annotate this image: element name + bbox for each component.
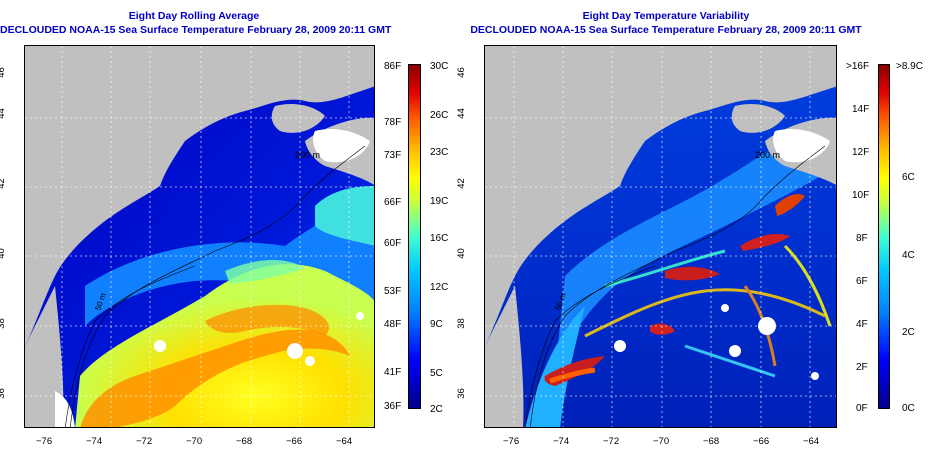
left-lat-tick-46: 46 (0, 67, 7, 78)
left-map-subtitle: DECLOUDED NOAA-15 Sea Surface Temperatur… (0, 24, 392, 36)
right-map-title: Eight Day Temperature Variability (582, 10, 750, 22)
left-cbar-c-8: 2C (430, 404, 443, 415)
right-lat-tick-44: 44 (455, 108, 467, 119)
right-cbar-f-5: 6F (856, 276, 868, 287)
left-cbar-c-0: 30C (430, 61, 449, 72)
left-map-title: Eight Day Rolling Average (128, 10, 260, 22)
right-lat-tick-38: 38 (455, 318, 467, 329)
right-cbar-c-0: >8.9C (896, 61, 923, 72)
left-lon-tick-70: −70 (186, 436, 203, 447)
right-cbar-f-0: >16F (846, 61, 870, 72)
left-lat-tick-36: 36 (0, 388, 7, 399)
right-cbar-f-6: 4F (856, 319, 868, 330)
left-cbar-c-3: 19C (430, 196, 449, 207)
left-map-graphic: 200 m 50 m (25, 46, 374, 427)
right-lat-tick-46: 46 (455, 67, 467, 78)
left-lon-tick-76: −76 (36, 436, 53, 447)
left-cbar-c-1: 26C (430, 110, 449, 121)
left-cbar-f-5: 53F (384, 286, 402, 297)
left-cbar-f-2: 73F (384, 150, 402, 161)
left-cbar-c-6: 9C (430, 319, 443, 330)
left-lon-tick-68: −68 (236, 436, 253, 447)
right-cbar-f-2: 12F (852, 147, 870, 158)
right-lat-tick-36: 36 (455, 388, 467, 399)
right-cbar-f-7: 2F (856, 362, 868, 373)
left-cbar-f-6: 48F (384, 319, 402, 330)
left-cbar-c-7: 5C (430, 368, 443, 379)
right-lon-tick-74: −74 (553, 436, 570, 447)
left-lon-tick-74: −74 (86, 436, 103, 447)
right-variability-map: 200 m 50 m (484, 45, 837, 428)
right-lon-tick-64: −64 (803, 436, 820, 447)
left-cbar-f-8: 36F (384, 401, 402, 412)
right-colorbar (878, 64, 890, 409)
left-cbar-f-1: 78F (384, 117, 402, 128)
right-lon-tick-66: −66 (753, 436, 770, 447)
left-cbar-f-4: 60F (384, 238, 402, 249)
right-cbar-f-1: 14F (852, 104, 870, 115)
right-cbar-f-3: 10F (852, 190, 870, 201)
left-lat-tick-44: 44 (0, 108, 7, 119)
left-lat-tick-42: 42 (0, 178, 7, 189)
right-lon-tick-70: −70 (653, 436, 670, 447)
left-cbar-c-4: 16C (430, 233, 449, 244)
right-lat-tick-42: 42 (455, 178, 467, 189)
right-map-subtitle: DECLOUDED NOAA-15 Sea Surface Temperatur… (470, 24, 862, 36)
left-cbar-c-2: 23C (430, 147, 449, 158)
left-lat-tick-40: 40 (0, 248, 7, 259)
right-lat-tick-40: 40 (455, 248, 467, 259)
right-cbar-c-4: 0C (902, 403, 915, 414)
left-cbar-f-0: 86F (384, 61, 402, 72)
left-lon-tick-72: −72 (136, 436, 153, 447)
right-cbar-c-1: 6C (902, 172, 915, 183)
left-sst-map: 200 m 50 m (24, 45, 375, 428)
right-lon-tick-76: −76 (503, 436, 520, 447)
right-cbar-c-3: 2C (902, 327, 915, 338)
left-colorbar (408, 64, 421, 409)
right-lon-tick-72: −72 (603, 436, 620, 447)
left-isobath-200m: 200 m (295, 150, 320, 160)
right-lon-tick-68: −68 (703, 436, 720, 447)
right-map-graphic: 200 m 50 m (485, 46, 836, 427)
right-cbar-c-2: 4C (902, 250, 915, 261)
left-cbar-f-7: 41F (384, 367, 402, 378)
right-cbar-f-4: 8F (856, 233, 868, 244)
left-lon-tick-64: −64 (336, 436, 353, 447)
right-isobath-200m: 200 m (755, 150, 780, 160)
left-cbar-f-3: 66F (384, 197, 402, 208)
left-lat-tick-38: 38 (0, 318, 7, 329)
left-lon-tick-66: −66 (286, 436, 303, 447)
left-cbar-c-5: 12C (430, 282, 449, 293)
right-cbar-f-8: 0F (856, 403, 868, 414)
